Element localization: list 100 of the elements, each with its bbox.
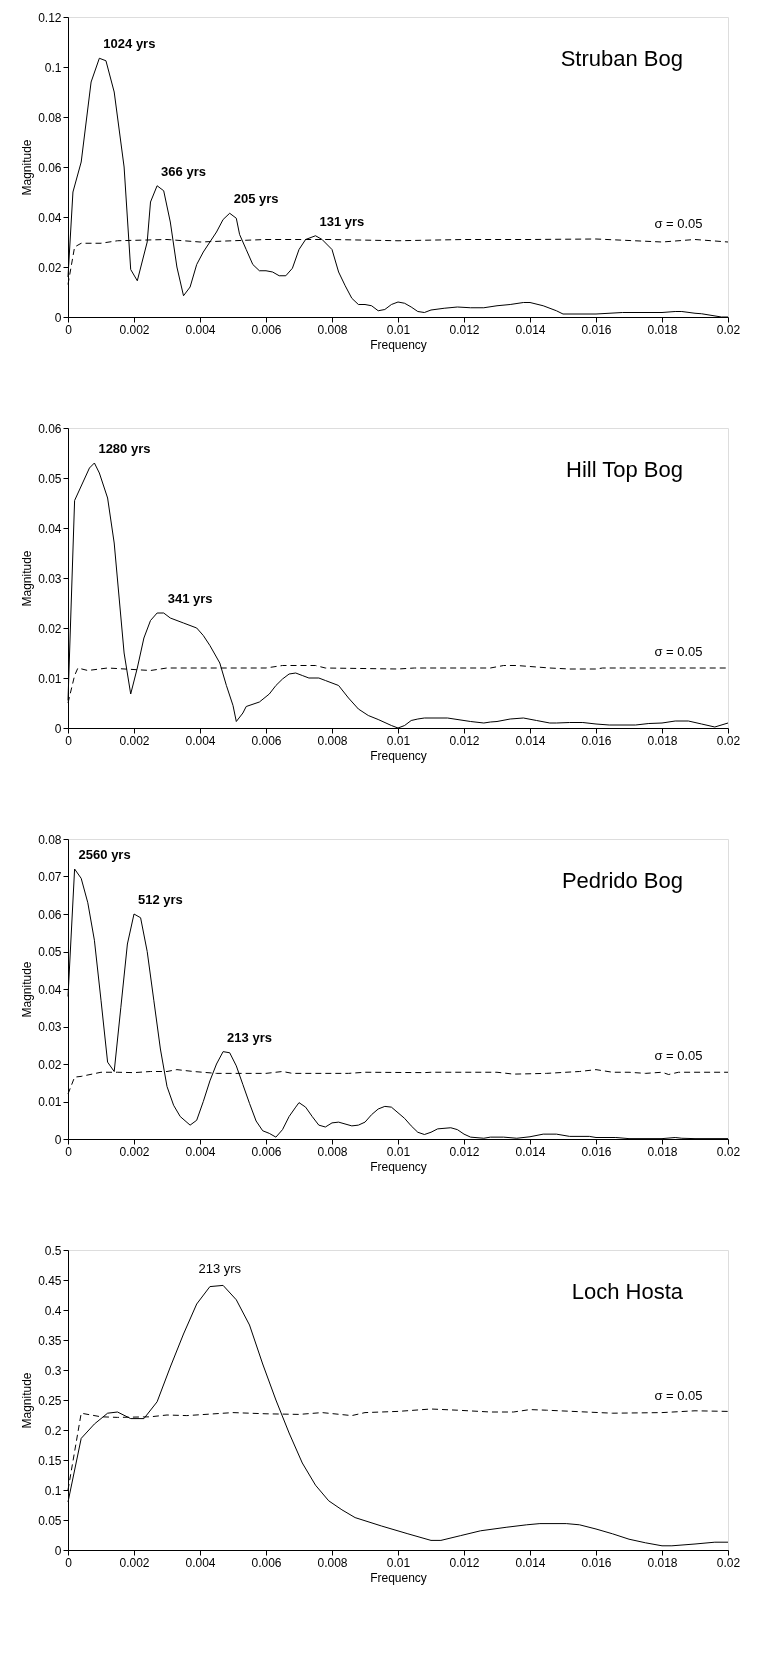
- y-tick-label: 0: [54, 1132, 62, 1147]
- annotation: σ = 0.05: [654, 644, 703, 659]
- text: Hill Top Bog: [566, 457, 683, 482]
- y-tick-label: 0.07: [38, 870, 62, 884]
- y-tick-label: 0.15: [38, 1453, 62, 1468]
- x-tick-label: 0.02: [716, 1555, 741, 1570]
- x-tick-label: 0.02: [716, 322, 741, 337]
- y-tick-label: 0.04: [38, 982, 62, 997]
- y-tick-label: 0.08: [38, 832, 62, 847]
- x-tick-label: 0.014: [515, 1555, 546, 1570]
- x-tick-label: 0.02: [716, 733, 741, 748]
- y-tick-label: 0.08: [38, 110, 62, 125]
- y-tick-label: 0.06: [38, 160, 62, 175]
- text: Pedrido Bog: [561, 868, 683, 893]
- y-tick-label: 0.2: [44, 1423, 62, 1438]
- annotation: 213 yrs: [198, 1261, 242, 1277]
- y-tick-label: 0.02: [38, 260, 62, 275]
- x-tick-label: 0.016: [581, 1555, 612, 1570]
- y-tick-label: 0.3: [44, 1363, 62, 1378]
- x-tick-label: 0.016: [581, 1144, 612, 1159]
- y-tick-label: 0.05: [38, 1513, 62, 1528]
- y-tick-label: 0.5: [44, 1243, 62, 1258]
- annotation: 1280 yrs: [98, 441, 151, 456]
- annotation: 213 yrs: [227, 1029, 272, 1045]
- y-tick-label: 0.25: [38, 1393, 62, 1408]
- x-tick-label: 0.002: [119, 733, 150, 748]
- x-tick-label: 0.014: [515, 733, 546, 748]
- x-tick-label: 0.018: [647, 322, 678, 337]
- annotation: 341 yrs: [167, 591, 213, 606]
- x-tick-label: 0.014: [515, 322, 546, 337]
- x-tick-label: 0.012: [449, 1555, 480, 1570]
- x-tick-label: 0.004: [185, 1144, 216, 1159]
- y-tick-label: 0.04: [38, 521, 62, 536]
- x-tick-label: 0.012: [449, 733, 480, 748]
- x-tick-label: 0.02: [716, 1144, 741, 1159]
- x-tick-label: 0.002: [119, 1555, 150, 1570]
- y-tick-label: 0.06: [38, 421, 62, 436]
- x-tick-label: 0.016: [581, 322, 612, 337]
- y-tick-label: 0.12: [38, 10, 62, 25]
- y-tick-label: 0.05: [38, 471, 62, 486]
- y-tick-label: 0: [54, 721, 62, 736]
- y-tick-label: 0.1: [44, 60, 62, 75]
- y-tick-label: 0.02: [38, 1057, 62, 1072]
- x-axis-title: Frequency: [370, 748, 427, 763]
- annotation: 366 yrs: [161, 163, 206, 179]
- y-tick-label: 0.03: [38, 571, 62, 586]
- x-tick-label: 0.002: [119, 1144, 150, 1159]
- x-tick-label: 0.006: [251, 1144, 282, 1159]
- x-tick-label: 0.01: [386, 1555, 411, 1570]
- x-tick-label: 0.008: [317, 1144, 348, 1159]
- x-tick-label: 0: [65, 733, 73, 748]
- annotation: 2560 yrs: [78, 847, 131, 862]
- annotation: 131 yrs: [319, 213, 365, 229]
- x-axis-title: Frequency: [370, 337, 427, 352]
- x-tick-label: 0.004: [185, 733, 216, 748]
- text: Struban Bog: [560, 46, 683, 71]
- x-tick-label: 0.004: [185, 1555, 216, 1570]
- y-tick-label: 0.02: [38, 621, 62, 636]
- y-tick-label: 0.35: [38, 1333, 62, 1348]
- annotation: σ = 0.05: [654, 1388, 703, 1403]
- x-axis-title: Frequency: [370, 1570, 427, 1585]
- y-tick-label: 0.01: [38, 1095, 62, 1109]
- x-tick-label: 0.018: [647, 1144, 678, 1159]
- x-tick-label: 0.008: [317, 322, 348, 337]
- x-tick-label: 0: [65, 1144, 73, 1159]
- x-tick-label: 0.006: [251, 322, 282, 337]
- y-tick-label: 0.01: [38, 671, 62, 686]
- x-tick-label: 0.018: [647, 733, 678, 748]
- x-tick-label: 0.014: [515, 1144, 546, 1159]
- annotation: σ = 0.05: [654, 1047, 703, 1063]
- y-tick-label: 0.06: [38, 907, 62, 922]
- y-tick-label: 0.45: [38, 1273, 62, 1288]
- x-tick-label: 0.01: [386, 1144, 411, 1159]
- x-axis-title: Frequency: [370, 1159, 427, 1174]
- y-tick-label: 0: [54, 1543, 62, 1558]
- y-axis-title: Magnitude: [20, 550, 35, 607]
- x-tick-label: 0.008: [317, 1555, 348, 1570]
- x-tick-label: 0.012: [449, 1144, 480, 1159]
- y-tick-label: 0.05: [38, 945, 62, 959]
- y-axis-title: Magnitude: [20, 139, 35, 196]
- x-tick-label: 0.008: [317, 733, 348, 748]
- x-tick-label: 0.018: [647, 1555, 678, 1570]
- x-tick-label: 0.006: [251, 733, 282, 748]
- y-tick-label: 0.1: [44, 1483, 62, 1498]
- y-tick-label: 0: [54, 310, 62, 325]
- x-tick-label: 0.004: [185, 322, 216, 337]
- y-axis-title: Magnitude: [20, 961, 35, 1018]
- x-tick-label: 0.016: [581, 733, 612, 748]
- y-tick-label: 0.4: [44, 1303, 62, 1318]
- x-tick-label: 0.012: [449, 322, 480, 337]
- x-tick-label: 0.002: [119, 322, 150, 337]
- annotation: 512 yrs: [138, 892, 183, 907]
- x-tick-label: 0: [65, 1555, 73, 1570]
- text: Loch Hosta: [571, 1279, 684, 1304]
- y-tick-label: 0.04: [38, 210, 62, 225]
- x-tick-label: 0.01: [386, 322, 411, 337]
- annotation: 205 yrs: [233, 191, 279, 207]
- x-tick-label: 0: [65, 322, 73, 337]
- x-tick-label: 0.01: [386, 733, 411, 748]
- annotation: 1024 yrs: [103, 36, 156, 52]
